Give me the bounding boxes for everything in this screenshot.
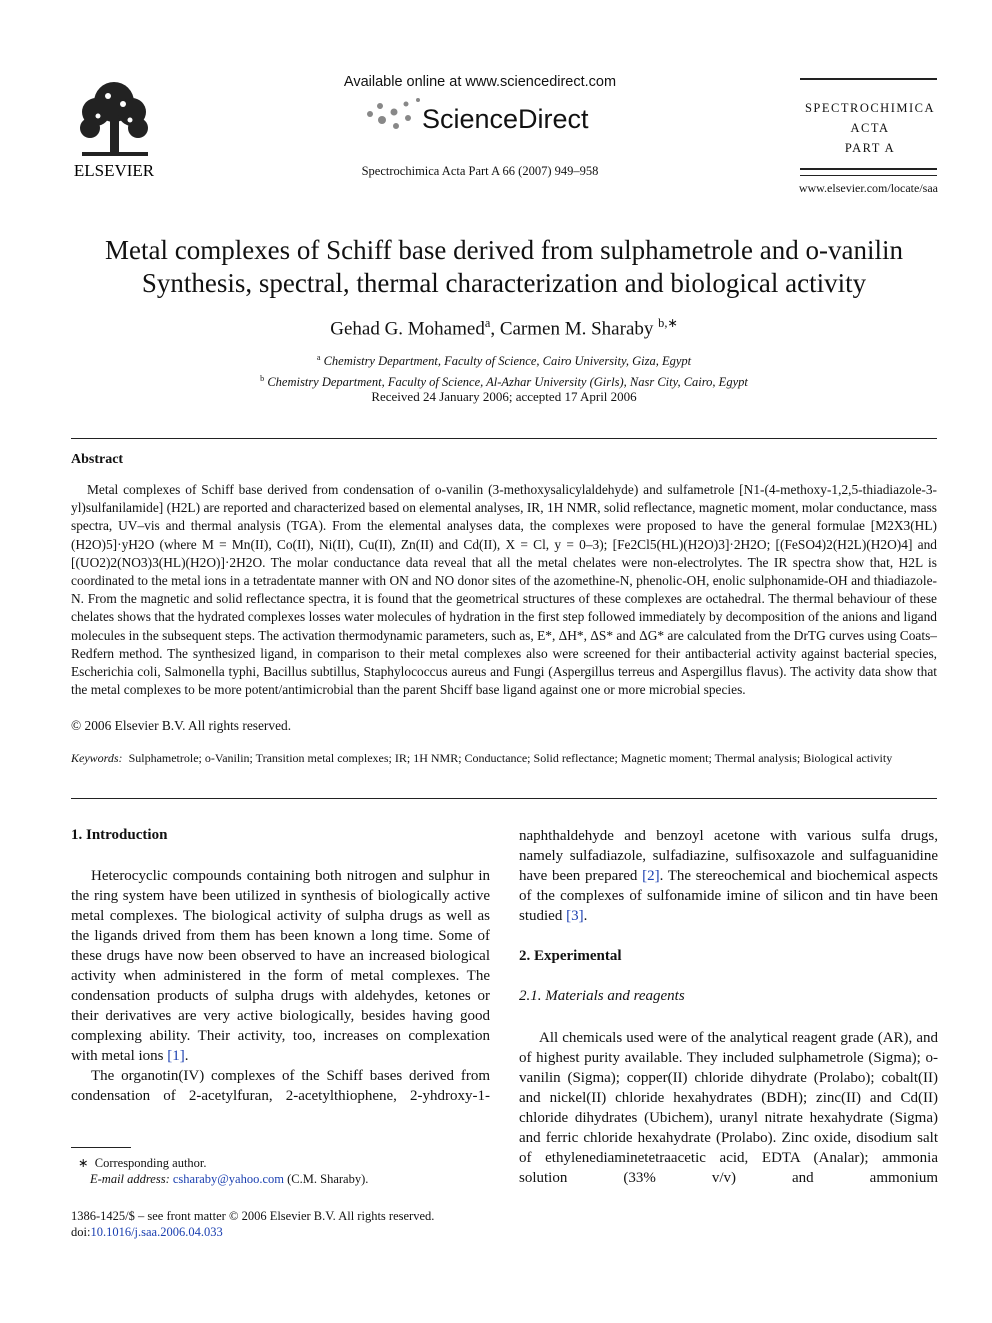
affiliation-mark: b — [260, 374, 265, 384]
text-run: All chemicals used were of the analytica… — [519, 1030, 938, 1186]
text-run: naphthaldehyde and benzoyl acetone with … — [519, 828, 938, 884]
text-run: The organotin(IV) complexes of the Schif… — [71, 1068, 490, 1104]
rule — [71, 438, 937, 439]
paragraph: All chemicals used were of the analytica… — [519, 1028, 938, 1188]
email-label: E-mail address: — [90, 1172, 170, 1186]
copyright: © 2006 Elsevier B.V. All rights reserved… — [71, 718, 292, 733]
affiliations: a Chemistry Department, Faculty of Scien… — [100, 349, 908, 391]
citation: Spectrochimica Acta Part A 66 (2007) 949… — [361, 164, 599, 178]
section-heading: 2. Experimental — [519, 948, 622, 964]
text-run: . — [583, 908, 588, 924]
text-run: Heterocyclic compounds containing both n… — [71, 868, 490, 1064]
issn: 1386-1425/$ – see front matter © 2006 El… — [71, 1209, 435, 1223]
authors: Gehad G. Mohameda, Carmen M. Sharaby b,∗ — [100, 316, 908, 340]
text-run: . — [184, 1048, 189, 1064]
footer: 1386-1425/$ – see front matter © 2006 El… — [71, 1208, 434, 1240]
journal-line: ACTA — [850, 121, 890, 135]
publisher: ELSEVIER — [74, 161, 155, 180]
rule — [800, 78, 937, 80]
rule — [800, 168, 937, 170]
email[interactable]: csharaby@yahoo.com — [172, 1172, 285, 1186]
elsevier-logo: ELSEVIER — [74, 82, 155, 180]
rule — [800, 175, 937, 176]
author: Gehad G. Mohamed — [330, 318, 485, 340]
doi-line: doi:10.1016/j.saa.2006.04.033 — [71, 1224, 434, 1240]
citation-link[interactable]: [1] — [167, 1048, 185, 1064]
journal-line: SPECTROCHIMICA — [804, 101, 936, 115]
footnote-text: Corresponding author. — [94, 1156, 207, 1170]
rule — [71, 798, 937, 799]
title-line: Synthesis, spectral, thermal characteriz… — [141, 268, 867, 298]
affiliation-text: Chemistry Department, Faculty of Science… — [267, 375, 748, 390]
affiliation-text: Chemistry Department, Faculty of Science… — [323, 354, 692, 369]
available-online: Available online at www.sciencedirect.co… — [343, 74, 617, 90]
journal-url: www.elsevier.com/locate/saa — [798, 181, 938, 195]
footnote-line: ∗ Corresponding author. — [78, 1155, 368, 1171]
doi-label: doi: — [71, 1225, 91, 1239]
citation-link[interactable]: [3] — [566, 908, 584, 924]
affiliation: b Chemistry Department, Faculty of Scien… — [100, 370, 908, 391]
footnote-rule — [71, 1147, 131, 1148]
email-owner: (C.M. Sharaby). — [287, 1172, 369, 1186]
section-heading: 1. Introduction — [71, 827, 168, 843]
footnote-mark: ∗ — [78, 1156, 89, 1170]
brand: ScienceDirect — [422, 104, 589, 134]
paragraph: The organotin(IV) complexes of the Schif… — [71, 1066, 490, 1106]
citation-link[interactable]: [2] — [642, 868, 660, 884]
subsection-heading: 2.1. Materials and reagents — [519, 988, 685, 1004]
footnote: ∗ Corresponding author. E-mail address: … — [78, 1155, 368, 1187]
abstract-text: Metal complexes of Schiff base derived f… — [71, 482, 937, 698]
keywords-label: Keywords: — [71, 751, 123, 765]
paragraph: naphthaldehyde and benzoyl acetone with … — [519, 826, 938, 926]
sciencedirect-logo: ScienceDirect — [367, 98, 589, 134]
author-mark: a — [484, 316, 491, 330]
doi[interactable]: 10.1016/j.saa.2006.04.033 — [90, 1225, 223, 1239]
affiliation: a Chemistry Department, Faculty of Scien… — [100, 349, 908, 370]
title-line: Metal complexes of Schiff base derived f… — [104, 235, 904, 265]
title: Metal complexes of Schiff base derived f… — [40, 234, 968, 300]
abstract-heading: Abstract — [71, 452, 124, 467]
keywords: Keywords: Sulphametrole; o-Vanilin; Tran… — [71, 750, 937, 767]
author-mark: b,∗ — [658, 316, 678, 330]
keywords-text: Sulphametrole; o-Vanilin; Transition met… — [128, 751, 893, 765]
paragraph: Heterocyclic compounds containing both n… — [71, 866, 490, 1066]
journal-line: PART A — [844, 141, 896, 155]
text-run: . The stereochemical and biochemical asp… — [519, 868, 938, 924]
footnote-line: E-mail address: csharaby@yahoo.com (C.M.… — [78, 1171, 368, 1187]
journal-name: SPECTROCHIMICA ACTA PART A — [800, 98, 940, 158]
received: Received 24 January 2006; accepted 17 Ap… — [371, 389, 637, 404]
affiliation-mark: a — [316, 353, 321, 362]
author: , Carmen M. Sharaby — [490, 318, 654, 340]
